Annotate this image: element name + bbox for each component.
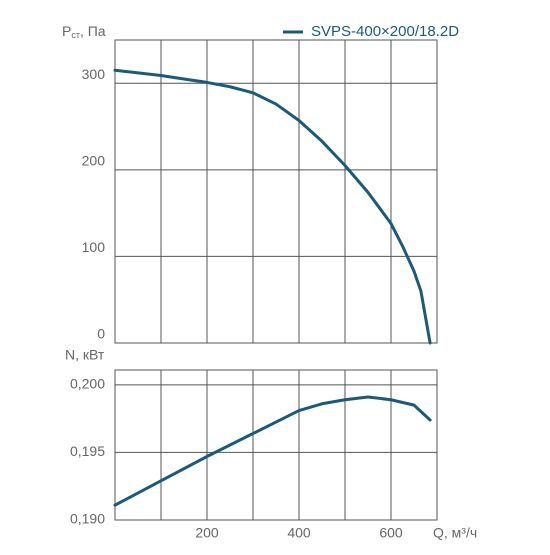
- plot-frame: [114, 369, 438, 521]
- plot-frame: [114, 39, 438, 344]
- y-tick-label: 100: [82, 239, 106, 255]
- y-axis-label-sub: ст: [71, 30, 80, 40]
- y-tick-label: 0,195: [70, 443, 105, 459]
- x-tick-label: 400: [287, 525, 311, 541]
- y-axis-label: Pст, Па: [62, 23, 106, 41]
- line: [113, 68, 432, 345]
- y-tick-label: 200: [82, 153, 106, 169]
- y-tick-label: 0,200: [70, 376, 105, 392]
- x-tick-label: 200: [195, 525, 219, 541]
- y-axis-label: N, кВт: [65, 347, 105, 363]
- y-tick-label: 0: [97, 326, 105, 342]
- legend-label: SVPS-400×200/18.2D: [311, 23, 459, 40]
- y-axis-label-rest: , Па: [80, 23, 106, 39]
- line: [113, 395, 432, 507]
- y-tick-label: 300: [82, 66, 106, 82]
- y-tick-label: 0,190: [70, 511, 105, 527]
- x-axis-label: Q, м³/ч: [433, 525, 477, 541]
- x-tick-label: 600: [379, 525, 403, 541]
- y-axis-label-main: P: [62, 23, 71, 39]
